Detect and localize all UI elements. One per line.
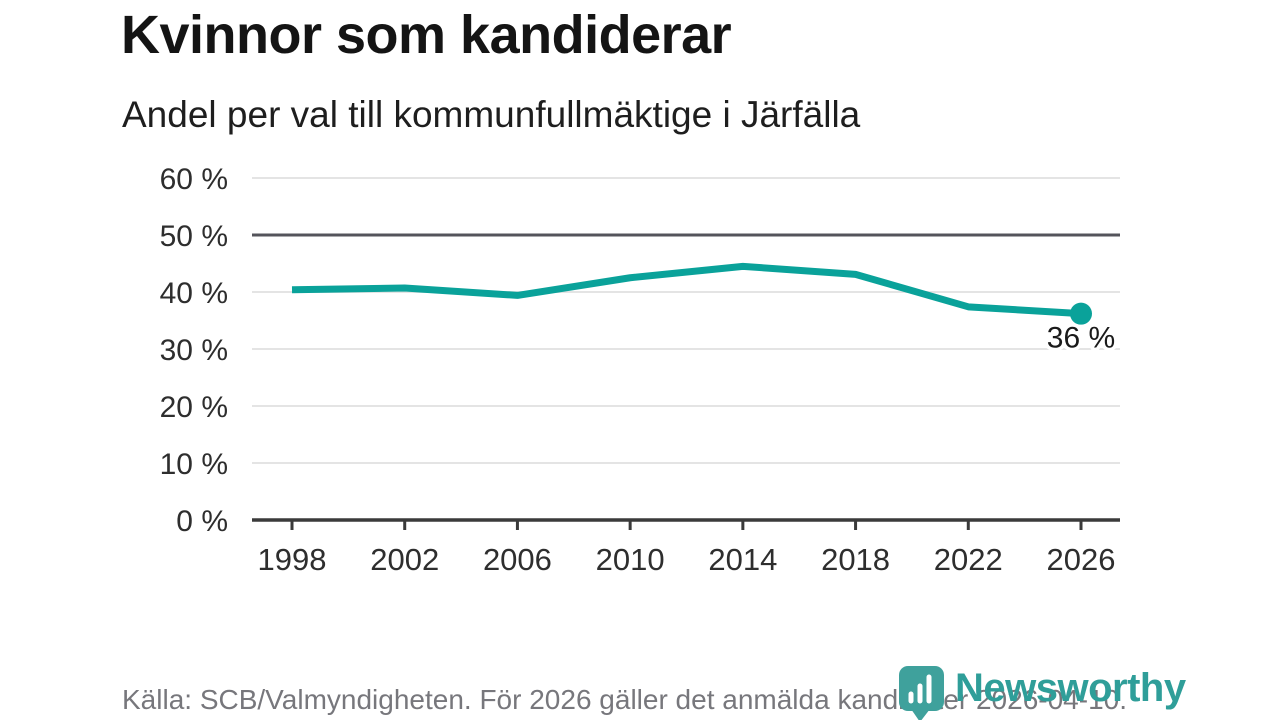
newsworthy-chart-bubble-icon: [899, 666, 944, 720]
y-tick-label: 0 %: [176, 505, 228, 538]
y-tick-label: 20 %: [160, 391, 228, 424]
last-point-marker: [1070, 302, 1092, 325]
newsworthy-wordmark: Newsworthy: [955, 666, 1186, 710]
x-tick-label: 1998: [258, 542, 327, 577]
x-tick-label: 2022: [934, 542, 1003, 577]
y-tick-label: 30 %: [160, 334, 228, 367]
x-tick-label: 2010: [596, 542, 665, 577]
data-line-series: [291, 262, 1082, 318]
x-tick-label: 2014: [708, 542, 777, 577]
newsworthy-logo: Newsworthy: [897, 663, 1187, 720]
y-tick-label: 40 %: [160, 277, 228, 310]
source-note: Källa: SCB/Valmyndigheten. För 2026 gäll…: [122, 684, 1127, 715]
y-tick-label: 50 %: [160, 220, 228, 253]
x-tick-label: 2002: [370, 542, 439, 577]
chart-subtitle: Andel per val till kommunfullmäktige i J…: [122, 94, 861, 135]
last-point-value-label: 36 %: [1047, 322, 1115, 355]
page-title: Kvinnor som kandiderar: [121, 5, 732, 65]
x-tick-label: 2006: [483, 542, 552, 577]
x-tick-label: 2026: [1047, 542, 1116, 577]
x-tick-label: 2018: [821, 542, 890, 577]
y-tick-label: 60 %: [160, 163, 228, 196]
y-tick-label: 10 %: [160, 448, 228, 481]
line-chart: 0 % 10 % 20 % 30 % 40 % 50 % 60 % 1998 2002 2006 2…: [160, 163, 1120, 577]
